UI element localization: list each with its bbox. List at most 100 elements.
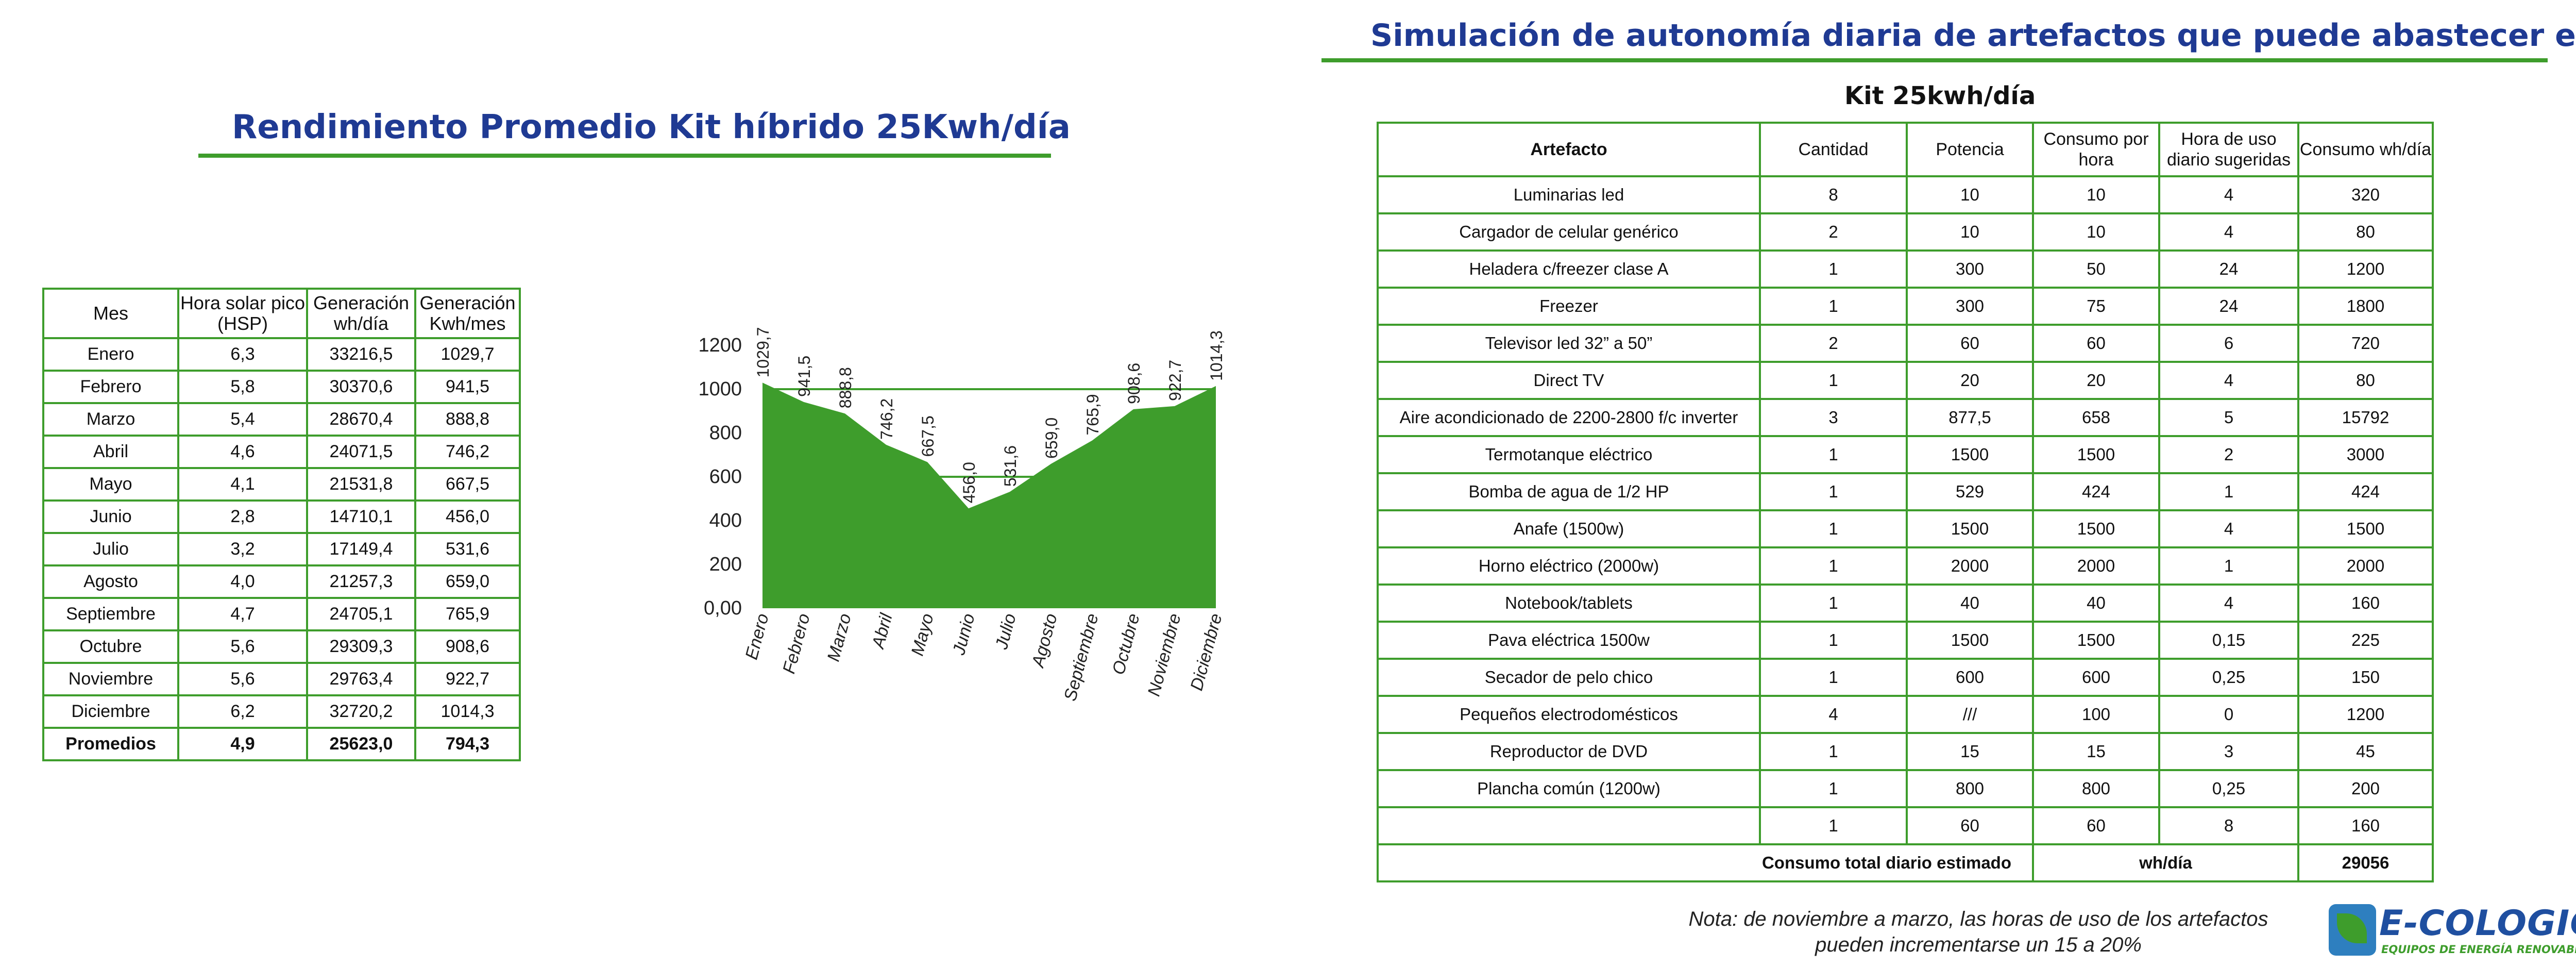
cell-mes: Noviembre	[42, 662, 179, 696]
appliance-row: Cargador de celular genérico 2 10 10 4 80	[1377, 212, 2434, 252]
x-tick-label: Octubre	[1109, 611, 1144, 677]
cell-consumo-dia: 1800	[2297, 287, 2434, 326]
cell-artefacto: Bomba de agua de 1/2 HP	[1377, 472, 1761, 511]
cell-cantidad: 8	[1759, 175, 1908, 214]
cell-cantidad: 1	[1759, 769, 1908, 808]
cell-wh-dia: 30370,6	[306, 370, 416, 404]
cell-consumo-hora: 1500	[2032, 509, 2160, 548]
cell-consumo-hora: 1500	[2032, 621, 2160, 660]
header-consumo-hora: Consumo por hora	[2032, 122, 2160, 177]
cell-mes: Febrero	[42, 370, 179, 404]
cell-consumo-dia: 1200	[2297, 695, 2434, 734]
cell-cantidad: 1	[1759, 806, 1908, 845]
cell-consumo-hora: 50	[2032, 249, 2160, 289]
cell-cantidad: 3	[1759, 398, 1908, 437]
cell-hora-uso: 1	[2158, 546, 2299, 586]
cell-hsp: 4,6	[177, 435, 308, 469]
cell-cantidad: 1	[1759, 287, 1908, 326]
data-label: 888,8	[836, 367, 855, 408]
header-kwh-mes: Generación Kwh/mes	[414, 288, 521, 339]
cell-hsp: 3,2	[177, 532, 308, 566]
cell-potencia: 2000	[1906, 546, 2034, 586]
y-tick-label: 1000	[698, 378, 742, 400]
cell-potencia: 877,5	[1906, 398, 2034, 437]
cell-consumo-dia: 200	[2297, 769, 2434, 808]
cell-kwh-mes: 1029,7	[414, 337, 521, 372]
cell-artefacto: Plancha común (1200w)	[1377, 769, 1761, 808]
cell-hora-uso: 24	[2158, 249, 2299, 289]
cell-hsp: 4,0	[177, 564, 308, 599]
cell-hora-uso: 24	[2158, 287, 2299, 326]
usage-note-line-2: pueden incrementarse un 15 a 20%	[1815, 933, 2142, 956]
data-label: 659,0	[1042, 418, 1061, 459]
cell-consumo-hora: 658	[2032, 398, 2160, 437]
cell-consumo-dia: 45	[2297, 732, 2434, 771]
cell-mes: Enero	[42, 337, 179, 372]
cell-artefacto: Luminarias led	[1377, 175, 1761, 214]
appliance-body: Luminarias led 8 10 10 4 320 Cargador de celul…	[1377, 175, 2434, 845]
usage-note: Nota: de noviembre a marzo, las horas de…	[1561, 906, 2396, 958]
cell-consumo-dia: 720	[2297, 324, 2434, 363]
cell-artefacto: Pava eléctrica 1500w	[1377, 621, 1761, 660]
appliance-row: Aire acondicionado de 2200-2800 f/c inve…	[1377, 398, 2434, 437]
usage-note-line-1: Nota: de noviembre a marzo, las horas de…	[1688, 908, 2268, 930]
y-tick-label: 1200	[698, 335, 742, 356]
table-row: Agosto 4,0 21257,3 659,0	[42, 564, 521, 599]
cell-consumo-hora: 10	[2032, 175, 2160, 214]
x-tick-label: Marzo	[824, 611, 855, 663]
table-row: Diciembre 6,2 32720,2 1014,3	[42, 694, 521, 729]
appliance-row: Secador de pelo chico 1 600 600 0,25 150	[1377, 658, 2434, 697]
cell-potencia: 10	[1906, 175, 2034, 214]
cell-hora-uso: 4	[2158, 361, 2299, 400]
cell-artefacto: Reproductor de DVD	[1377, 732, 1761, 771]
y-tick-label: 800	[709, 422, 742, 444]
header-potencia: Potencia	[1906, 122, 2034, 177]
table-row: Enero 6,3 33216,5 1029,7	[42, 337, 521, 372]
y-tick-label: 600	[709, 466, 742, 488]
header-cantidad: Cantidad	[1759, 122, 1908, 177]
monthly-yield-table: Mes Hora solar pico (HSP) Generación wh/…	[42, 288, 521, 761]
cell-cantidad: 4	[1759, 695, 1908, 734]
cell-hsp: 6,3	[177, 337, 308, 372]
cell-consumo-dia: 225	[2297, 621, 2434, 660]
cell-wh-dia: 24705,1	[306, 597, 416, 631]
cell-kwh-mes: 888,8	[414, 402, 521, 437]
data-label: 1014,3	[1207, 330, 1226, 381]
area-series	[762, 382, 1216, 608]
data-label: 922,7	[1166, 360, 1184, 401]
cell-hora-uso: 3	[2158, 732, 2299, 771]
cell-mes: Octubre	[42, 629, 179, 664]
cell-consumo-hora: 800	[2032, 769, 2160, 808]
table-row: Abril 4,6 24071,5 746,2	[42, 435, 521, 469]
cell-potencia: 800	[1906, 769, 2034, 808]
cell-hsp: 5,6	[177, 629, 308, 664]
cell-cantidad: 1	[1759, 472, 1908, 511]
right-title: Simulación de autonomía diaria de artefa…	[1370, 18, 2576, 54]
cell-consumo-hora: 20	[2032, 361, 2160, 400]
cell-wh-dia: 29763,4	[306, 662, 416, 696]
cell-cantidad: 2	[1759, 324, 1908, 363]
appliance-row: Pava eléctrica 1500w 1 1500 1500 0,15 225	[1377, 621, 2434, 660]
cell-artefacto: Pequeños electrodomésticos	[1377, 695, 1761, 734]
cell-consumo-hora: 75	[2032, 287, 2160, 326]
cell-potencia: 1500	[1906, 435, 2034, 474]
appliance-row: Notebook/tablets 1 40 40 4 160	[1377, 583, 2434, 623]
cell-mes: Junio	[42, 499, 179, 534]
cell-hora-uso: 4	[2158, 175, 2299, 214]
x-tick-label: Noviembre	[1144, 611, 1184, 698]
cell-consumo-dia: 1200	[2297, 249, 2434, 289]
cell-consumo-dia: 160	[2297, 806, 2434, 845]
cell-cantidad: 1	[1759, 509, 1908, 548]
cell-hora-uso: 1	[2158, 472, 2299, 511]
cell-mes: Septiembre	[42, 597, 179, 631]
average-mes: Promedios	[42, 727, 179, 761]
cell-consumo-dia: 80	[2297, 361, 2434, 400]
cell-hora-uso: 0,25	[2158, 658, 2299, 697]
cell-potencia: 529	[1906, 472, 2034, 511]
data-label: 667,5	[919, 415, 937, 457]
cell-cantidad: 1	[1759, 732, 1908, 771]
cell-wh-dia: 33216,5	[306, 337, 416, 372]
appliance-row: 1 60 60 8 160	[1377, 806, 2434, 845]
cell-consumo-hora: 600	[2032, 658, 2160, 697]
cell-hsp: 4,7	[177, 597, 308, 631]
